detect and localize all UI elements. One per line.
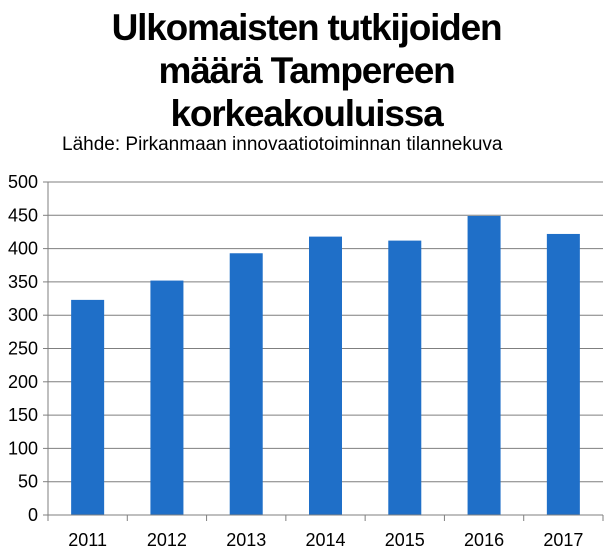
bar-2013 bbox=[229, 253, 263, 515]
y-tick-label: 450 bbox=[8, 205, 38, 225]
x-tick-label: 2014 bbox=[305, 530, 345, 550]
bar-2012 bbox=[150, 280, 184, 515]
x-tick-label: 2013 bbox=[226, 530, 266, 550]
y-tick-label: 200 bbox=[8, 372, 38, 392]
x-tick-label: 2015 bbox=[385, 530, 425, 550]
bars bbox=[71, 215, 580, 515]
y-tick-label: 250 bbox=[8, 339, 38, 359]
y-tick-label: 500 bbox=[8, 172, 38, 192]
y-tick-label: 400 bbox=[8, 239, 38, 259]
bar-2014 bbox=[309, 236, 342, 515]
x-tick-label: 2011 bbox=[68, 530, 107, 550]
chart-subtitle: Lähde: Pirkanmaan innovaatiotoiminnan ti… bbox=[62, 134, 503, 155]
tick-labels: 0 50 100 150 200 250 300 350 400 450 500 2011 2012 20… bbox=[8, 172, 583, 550]
x-tick-label: 2012 bbox=[147, 530, 187, 550]
chart-title-line-1: Ulkomaisten tutkijoiden bbox=[111, 7, 503, 48]
bar-2015 bbox=[388, 240, 422, 515]
x-tick-label: 2016 bbox=[464, 530, 504, 550]
chart-title: Ulkomaisten tutkijoiden määrä Tampereen … bbox=[0, 6, 613, 135]
chart-title-line-2: määrä Tampereen bbox=[158, 50, 456, 91]
bar-2011 bbox=[71, 299, 105, 515]
chart-title-line-3: korkeakouluissa bbox=[170, 93, 444, 134]
x-tick-label: 2017 bbox=[543, 530, 583, 550]
y-tick-label: 150 bbox=[8, 405, 38, 425]
y-tick-label: 50 bbox=[18, 472, 38, 492]
y-tick-label: 350 bbox=[8, 272, 38, 292]
y-tick-label: 100 bbox=[8, 438, 38, 458]
y-tick-label: 0 bbox=[28, 505, 38, 525]
axes bbox=[43, 181, 604, 521]
bar-2016 bbox=[467, 215, 501, 515]
bar-2017 bbox=[546, 233, 580, 515]
y-tick-label: 300 bbox=[8, 305, 38, 325]
